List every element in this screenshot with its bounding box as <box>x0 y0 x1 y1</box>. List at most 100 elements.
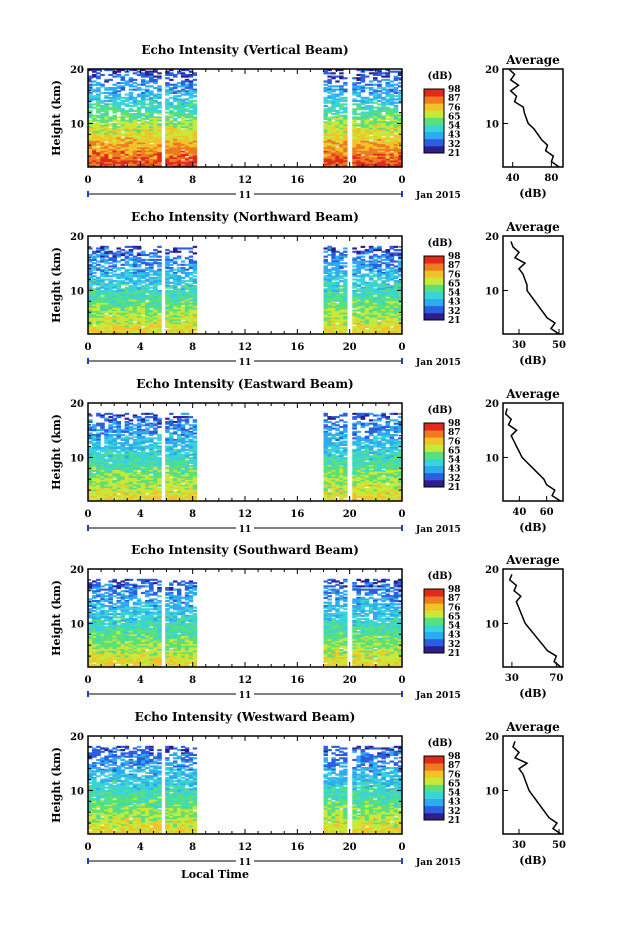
heatmap-cell <box>373 298 378 301</box>
heatmap-cell <box>136 126 142 129</box>
heatmap-cell <box>116 73 122 77</box>
heatmap-cell <box>100 129 105 132</box>
heatmap-cell <box>132 432 138 435</box>
heatmap-cell <box>169 155 174 158</box>
heatmap-cell <box>192 72 198 75</box>
heatmap-cell <box>339 160 344 163</box>
heatmap-cell <box>176 157 182 160</box>
heatmap-cell <box>184 83 190 86</box>
heatmap-cell <box>128 147 134 150</box>
heatmap-cell <box>377 142 382 145</box>
heatmap-cell <box>96 327 101 330</box>
heatmap-cell <box>360 127 366 130</box>
heatmap-cell <box>116 268 122 271</box>
heatmap-cell <box>149 463 154 466</box>
heatmap-cell <box>108 438 113 442</box>
heatmap-cell <box>116 329 122 332</box>
heatmap-cell <box>157 289 162 293</box>
heatmap-cell <box>140 474 146 477</box>
heatmap-cell <box>112 443 117 446</box>
heatmap-cell <box>116 478 122 481</box>
heatmap-cell <box>327 293 332 296</box>
heatmap-cell <box>153 442 158 445</box>
heatmap-cell <box>92 311 97 314</box>
heatmap-cell <box>381 314 386 317</box>
heatmap-cell <box>373 116 378 119</box>
heatmap-cell <box>356 118 362 121</box>
heatmap-cell <box>377 80 382 83</box>
heatmap-cell <box>100 252 105 255</box>
heatmap-cell <box>335 113 340 116</box>
heatmap-cell <box>169 150 174 153</box>
heatmap-cell <box>149 424 154 427</box>
heatmap-cell <box>339 257 344 260</box>
heatmap-cell <box>389 276 395 279</box>
heatmap-cell <box>360 116 366 119</box>
heatmap-cell <box>184 301 190 304</box>
heatmap-cell <box>169 131 174 134</box>
heatmap-cell <box>100 153 105 157</box>
heatmap-cell <box>385 95 391 98</box>
heatmap-cell <box>323 144 328 147</box>
heatmap-cell <box>149 416 154 419</box>
heatmap-cell <box>393 271 399 275</box>
heatmap-cell <box>381 302 386 306</box>
heatmap-cell <box>352 98 357 101</box>
heatmap-cell <box>112 460 117 463</box>
heatmap-cell <box>352 286 357 289</box>
heatmap-cell <box>335 114 340 117</box>
heatmap-cell <box>173 152 178 155</box>
heatmap-cell <box>352 320 357 324</box>
heatmap-cell <box>112 314 117 317</box>
heatmap-cell <box>108 129 113 132</box>
heatmap-cell <box>96 276 101 279</box>
heatmap-cell <box>116 281 122 284</box>
heatmap-cell <box>335 119 340 122</box>
heatmap-cell <box>100 273 105 276</box>
heatmap-cell <box>92 291 97 294</box>
heatmap-cell <box>112 118 117 121</box>
heatmap-cell <box>397 283 403 286</box>
heatmap-cell <box>153 322 158 325</box>
heatmap-cell <box>364 314 370 317</box>
heatmap-cell <box>104 103 109 106</box>
heatmap-cell <box>184 119 190 122</box>
heatmap-cell <box>120 487 126 491</box>
heatmap-cell <box>331 85 336 88</box>
heatmap-cell <box>96 135 101 139</box>
heatmap-cell <box>377 270 382 273</box>
heatmap-cell <box>180 100 186 103</box>
heatmap-cell <box>165 319 170 322</box>
heatmap-cell <box>157 163 162 166</box>
heatmap-cell <box>116 435 122 438</box>
heatmap-cell <box>112 132 117 135</box>
heatmap-cell <box>323 294 328 297</box>
heatmap-cell <box>144 88 150 91</box>
heatmap-cell <box>132 265 138 268</box>
heatmap-cell <box>108 131 113 134</box>
heatmap-cell <box>104 486 109 489</box>
heatmap-cell <box>120 150 126 153</box>
heatmap-cell <box>356 163 362 166</box>
heatmap-cell <box>96 442 101 445</box>
heatmap-cell <box>116 425 122 428</box>
heatmap-cell <box>128 311 134 314</box>
heatmap-cell <box>92 255 97 258</box>
heatmap-cell <box>397 329 403 332</box>
heatmap-cell <box>144 486 150 489</box>
heatmap-cell <box>360 299 366 302</box>
heatmap-cell <box>343 103 348 106</box>
heatmap-cell <box>124 489 130 492</box>
heatmap-cell <box>188 91 194 94</box>
heatmap-cell <box>188 121 194 124</box>
heatmap-cell <box>184 299 190 302</box>
heatmap-cell <box>92 442 97 445</box>
heatmap-cell <box>92 137 97 140</box>
avg-x-label: (dB) <box>519 354 546 367</box>
heatmap-cell <box>157 127 162 130</box>
heatmap-cell <box>169 291 174 294</box>
heatmap-cell <box>144 263 150 266</box>
heatmap-cell <box>356 314 362 317</box>
heatmap-cell <box>120 463 126 466</box>
heatmap-cell <box>364 142 370 145</box>
